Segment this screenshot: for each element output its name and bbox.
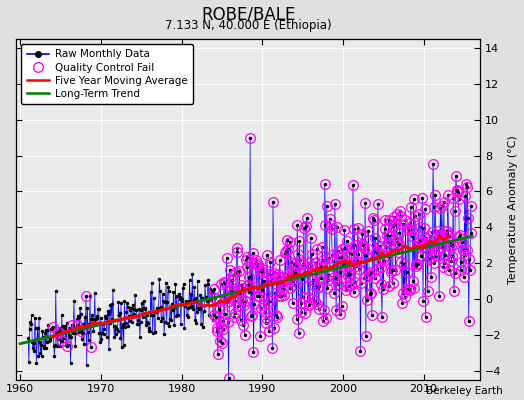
- Legend: Raw Monthly Data, Quality Control Fail, Five Year Moving Average, Long-Term Tren: Raw Monthly Data, Quality Control Fail, …: [21, 44, 193, 104]
- Title: ROBE/BALE: ROBE/BALE: [201, 6, 296, 24]
- Y-axis label: Temperature Anomaly (°C): Temperature Anomaly (°C): [508, 135, 518, 284]
- Text: 7.133 N, 40.000 E (Ethiopia): 7.133 N, 40.000 E (Ethiopia): [165, 19, 331, 32]
- Text: Berkeley Earth: Berkeley Earth: [427, 386, 503, 396]
